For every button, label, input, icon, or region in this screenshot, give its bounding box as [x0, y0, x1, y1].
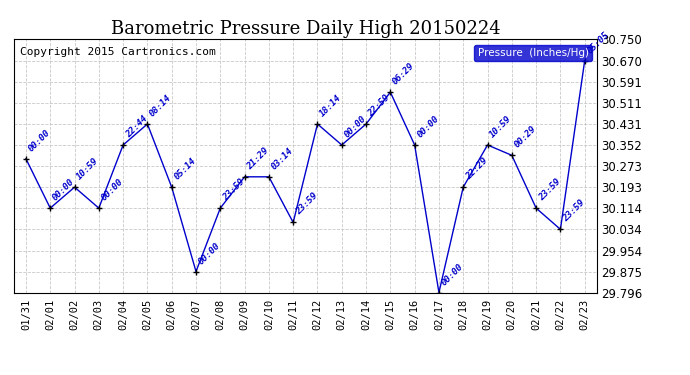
Text: 03:14: 03:14 — [270, 146, 295, 171]
Text: 00:00: 00:00 — [415, 114, 441, 140]
Text: 22:29: 22:29 — [464, 156, 489, 182]
Text: 05:05: 05:05 — [585, 30, 611, 55]
Text: 23:59: 23:59 — [294, 192, 319, 217]
Text: 00:00: 00:00 — [26, 128, 52, 153]
Text: 23:59: 23:59 — [561, 198, 586, 224]
Text: 23:59: 23:59 — [537, 177, 562, 203]
Text: 00:00: 00:00 — [197, 241, 222, 266]
Title: Barometric Pressure Daily High 20150224: Barometric Pressure Daily High 20150224 — [110, 20, 500, 38]
Text: 00:00: 00:00 — [440, 262, 465, 287]
Legend: Pressure  (Inches/Hg): Pressure (Inches/Hg) — [475, 45, 591, 61]
Text: 21:29: 21:29 — [245, 146, 270, 171]
Text: 23:59: 23:59 — [221, 177, 246, 203]
Text: 22:44: 22:44 — [124, 114, 149, 140]
Text: 06:29: 06:29 — [391, 61, 416, 87]
Text: 08:14: 08:14 — [148, 93, 173, 118]
Text: 10:59: 10:59 — [75, 156, 101, 182]
Text: Copyright 2015 Cartronics.com: Copyright 2015 Cartronics.com — [19, 47, 215, 57]
Text: 18:14: 18:14 — [318, 93, 344, 118]
Text: 00:00: 00:00 — [51, 177, 76, 203]
Text: 05:14: 05:14 — [172, 156, 197, 182]
Text: 00:00: 00:00 — [342, 114, 368, 140]
Text: 10:59: 10:59 — [488, 114, 513, 140]
Text: 22:59: 22:59 — [366, 93, 392, 118]
Text: 00:29: 00:29 — [513, 124, 538, 150]
Text: 00:00: 00:00 — [99, 177, 125, 203]
